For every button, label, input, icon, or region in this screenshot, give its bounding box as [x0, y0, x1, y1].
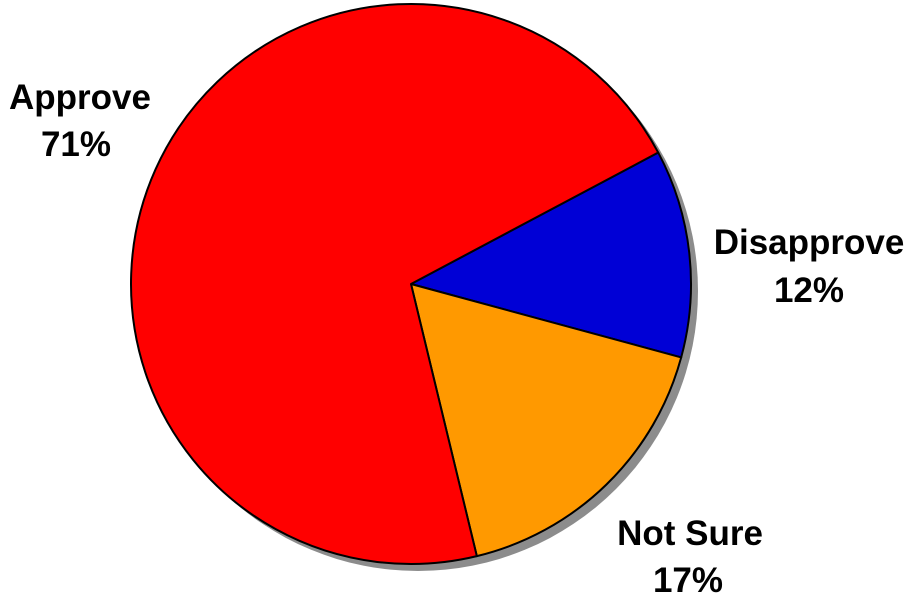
pie-slice-disapprove — [410, 151, 692, 359]
pie-slices — [130, 3, 692, 565]
slice-value-not-sure: 17% — [653, 561, 723, 597]
pie-slice-not-sure — [410, 283, 683, 558]
slice-value-approve: 71% — [41, 125, 111, 164]
slice-label-approve: Approve — [9, 78, 151, 117]
slice-label-not-sure: Not Sure — [617, 514, 763, 553]
slice-value-disapprove: 12% — [774, 271, 844, 310]
pie-slice-approve — [130, 3, 660, 565]
slice-label-disapprove: Disapprove — [714, 223, 905, 262]
pie-labels: Approve 71% Disapprove 12% Not Sure 17% — [9, 78, 904, 597]
